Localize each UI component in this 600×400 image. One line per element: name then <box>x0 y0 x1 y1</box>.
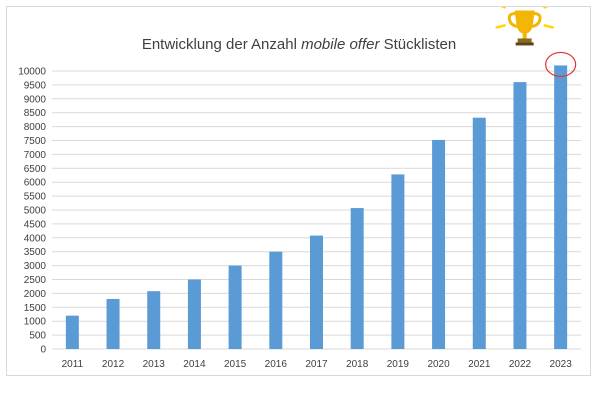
bars <box>65 65 568 350</box>
y-tick-label: 5000 <box>24 206 47 217</box>
y-tick-label: 3500 <box>24 247 47 258</box>
y-tick-label: 5500 <box>24 192 47 203</box>
bar-2021 <box>472 117 486 349</box>
chart-title: Entwicklung der Anzahl mobile offer Stüc… <box>142 36 456 53</box>
y-tick-label: 8000 <box>24 122 47 133</box>
trophy-base <box>517 38 532 43</box>
x-tick-label: 2011 <box>62 359 84 370</box>
y-tick-label: 1000 <box>24 317 47 328</box>
x-tick-label: 2023 <box>550 359 573 370</box>
x-tick-label: 2021 <box>468 359 491 370</box>
x-tick-label: 2016 <box>265 359 288 370</box>
y-tick-label: 9500 <box>24 80 47 91</box>
y-tick-label: 2000 <box>24 289 47 300</box>
x-tick-label: 2020 <box>427 359 450 370</box>
trophy-handles <box>507 11 542 28</box>
x-tick-label: 2013 <box>143 359 166 370</box>
chart-frame: Entwicklung der Anzahl mobile offer Stüc… <box>6 6 591 376</box>
y-tick-label: 7500 <box>24 136 47 147</box>
y-tick-label: 10000 <box>18 67 46 78</box>
bar-2015 <box>228 265 242 349</box>
chart-title-part3: Stücklisten <box>379 36 456 53</box>
bar-2023 <box>554 65 568 349</box>
trophy-foot <box>515 42 534 46</box>
x-tick-label: 2012 <box>102 359 125 370</box>
bar-2019 <box>391 174 405 349</box>
y-tick-label: 9000 <box>24 94 47 105</box>
x-tick-label: 2019 <box>387 359 410 370</box>
y-tick-label: 500 <box>29 331 46 342</box>
x-tick-label: 2017 <box>305 359 328 370</box>
y-tick-label: 8500 <box>24 108 47 119</box>
x-tick-label: 2018 <box>346 359 369 370</box>
bar-2016 <box>269 251 283 349</box>
y-tick-label: 4000 <box>24 233 47 244</box>
y-tick-label: 1500 <box>24 303 47 314</box>
y-axis-ticks: 0 500 1000 1500 2000 2500 3000 3500 4000 4500 5000… <box>18 67 46 356</box>
bar-2013 <box>147 291 161 349</box>
x-tick-label: 2022 <box>509 359 532 370</box>
chart-title-emphasis: mobile offer <box>301 36 380 53</box>
y-tick-label: 2500 <box>24 275 47 286</box>
x-axis-ticks: 2011 2012 2013 2014 2015 2016 2017 2018 2019 2020… <box>62 359 573 370</box>
bar-2012 <box>106 298 120 349</box>
y-tick-label: 6000 <box>24 178 47 189</box>
x-tick-label: 2015 <box>224 359 247 370</box>
trophy-cup <box>514 10 535 39</box>
x-tick-label: 2014 <box>183 359 206 370</box>
bar-2018 <box>350 208 364 349</box>
chart-title-part1: Entwicklung der Anzahl <box>142 36 301 53</box>
trophy-icon <box>495 7 554 46</box>
y-tick-label: 6500 <box>24 164 47 175</box>
bar-2011 <box>65 315 79 349</box>
y-tick-label: 4500 <box>24 219 47 230</box>
bar-chart: Entwicklung der Anzahl mobile offer Stüc… <box>18 7 581 370</box>
highlight-circle <box>545 51 577 78</box>
y-tick-label: 0 <box>40 345 46 356</box>
y-tick-label: 7000 <box>24 150 47 161</box>
bar-2017 <box>310 235 323 349</box>
sparkle-lines <box>495 7 554 29</box>
gridlines <box>52 70 581 350</box>
bar-2020 <box>432 139 446 349</box>
sparkle-line <box>543 24 554 29</box>
bar-2014 <box>187 279 201 349</box>
bar-2022 <box>513 82 527 350</box>
y-tick-label: 3000 <box>24 261 47 272</box>
sparkle-line <box>495 24 506 29</box>
